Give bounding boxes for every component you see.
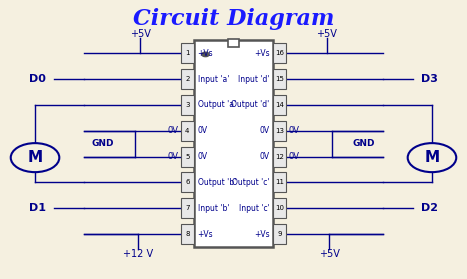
Text: 7: 7 — [185, 205, 190, 211]
Circle shape — [11, 143, 59, 172]
FancyBboxPatch shape — [273, 172, 286, 193]
Text: Output 'a': Output 'a' — [198, 100, 236, 109]
FancyBboxPatch shape — [273, 95, 286, 115]
Text: D1: D1 — [29, 203, 46, 213]
Text: GND: GND — [353, 139, 375, 148]
Text: 0V: 0V — [168, 126, 179, 135]
Text: 15: 15 — [275, 76, 284, 82]
Text: 9: 9 — [277, 231, 282, 237]
FancyBboxPatch shape — [273, 69, 286, 89]
Text: Input 'd': Input 'd' — [238, 75, 269, 84]
Text: 11: 11 — [275, 179, 284, 186]
Text: 16: 16 — [275, 50, 284, 56]
Text: Output 'b': Output 'b' — [198, 178, 236, 187]
FancyBboxPatch shape — [181, 198, 194, 218]
Text: 8: 8 — [185, 231, 190, 237]
FancyBboxPatch shape — [181, 146, 194, 167]
Text: D3: D3 — [421, 74, 438, 84]
Text: 0V: 0V — [288, 152, 299, 161]
Text: 1: 1 — [185, 50, 190, 56]
Text: Input 'a': Input 'a' — [198, 75, 229, 84]
Circle shape — [202, 52, 209, 57]
Text: M: M — [28, 150, 42, 165]
FancyBboxPatch shape — [273, 121, 286, 141]
FancyBboxPatch shape — [181, 172, 194, 193]
Text: Output 'd': Output 'd' — [231, 100, 269, 109]
FancyBboxPatch shape — [181, 43, 194, 63]
Text: Output 'c': Output 'c' — [232, 178, 269, 187]
Text: +12 V: +12 V — [123, 249, 153, 259]
Text: 2: 2 — [185, 76, 190, 82]
FancyBboxPatch shape — [273, 43, 286, 63]
Text: 6: 6 — [185, 179, 190, 186]
FancyBboxPatch shape — [228, 39, 239, 47]
Text: 0V: 0V — [259, 152, 269, 161]
Text: 0V: 0V — [198, 152, 208, 161]
Text: 0V: 0V — [288, 126, 299, 135]
Text: Input 'c': Input 'c' — [239, 204, 269, 213]
Text: 5: 5 — [185, 153, 190, 160]
Text: 14: 14 — [275, 102, 284, 108]
Text: M: M — [425, 150, 439, 165]
Text: D2: D2 — [421, 203, 438, 213]
Text: +Vs: +Vs — [198, 230, 213, 239]
Text: Circuit Diagram: Circuit Diagram — [133, 8, 334, 30]
FancyBboxPatch shape — [194, 40, 273, 247]
Text: +Vs: +Vs — [198, 49, 213, 58]
FancyBboxPatch shape — [273, 146, 286, 167]
FancyBboxPatch shape — [181, 69, 194, 89]
Text: Input 'b': Input 'b' — [198, 204, 229, 213]
Text: 0V: 0V — [259, 126, 269, 135]
FancyBboxPatch shape — [181, 224, 194, 244]
Text: D0: D0 — [29, 74, 46, 84]
Text: 10: 10 — [275, 205, 284, 211]
FancyBboxPatch shape — [273, 198, 286, 218]
Text: +Vs: +Vs — [254, 49, 269, 58]
Text: 4: 4 — [185, 128, 190, 134]
Text: +5V: +5V — [317, 29, 337, 39]
FancyBboxPatch shape — [273, 224, 286, 244]
Circle shape — [408, 143, 456, 172]
Text: 12: 12 — [275, 153, 284, 160]
Text: 3: 3 — [185, 102, 190, 108]
Text: 0V: 0V — [198, 126, 208, 135]
Text: GND: GND — [92, 139, 114, 148]
Text: +5V: +5V — [319, 249, 340, 259]
Text: +Vs: +Vs — [254, 230, 269, 239]
FancyBboxPatch shape — [181, 121, 194, 141]
FancyBboxPatch shape — [181, 95, 194, 115]
Text: +5V: +5V — [130, 29, 150, 39]
Text: 0V: 0V — [168, 152, 179, 161]
Text: 13: 13 — [275, 128, 284, 134]
